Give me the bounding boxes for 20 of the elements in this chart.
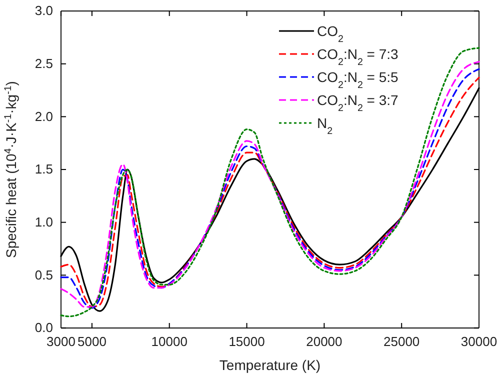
x-tick-label: 5000 (78, 334, 106, 350)
y-tick-label: 3.0 (34, 3, 53, 18)
x-tick-label: 30000 (460, 334, 498, 350)
legend-label: N$_{2}$ (317, 115, 333, 136)
legend-label: CO$_{2}$ (317, 23, 344, 44)
x-tick-label: 20000 (306, 334, 342, 350)
y-tick-label: 1.5 (34, 162, 53, 177)
y-tick-label: 0.5 (34, 267, 53, 282)
x-tick-label: 15000 (228, 334, 265, 350)
legend-label: CO$_{2}$:N$_{2}$ = 7:3 (317, 46, 399, 68)
y-tick-label: 1.0 (34, 214, 53, 230)
x-tick-label: 3000 (46, 334, 76, 350)
y-tick-label: 2.5 (34, 56, 53, 71)
legend-label: CO$_{2}$:N$_{2}$ = 5:5 (317, 69, 399, 90)
y-tick-label: 2.0 (34, 108, 53, 124)
legend-label: CO$_{2}$:N$_{2}$ = 3:7 (317, 92, 399, 114)
x-tick-label: 25000 (384, 334, 420, 350)
x-axis-title: Temperature (K) (219, 357, 321, 373)
x-tick-label: 10000 (151, 334, 188, 350)
y-tick-label: 0.0 (34, 320, 53, 336)
